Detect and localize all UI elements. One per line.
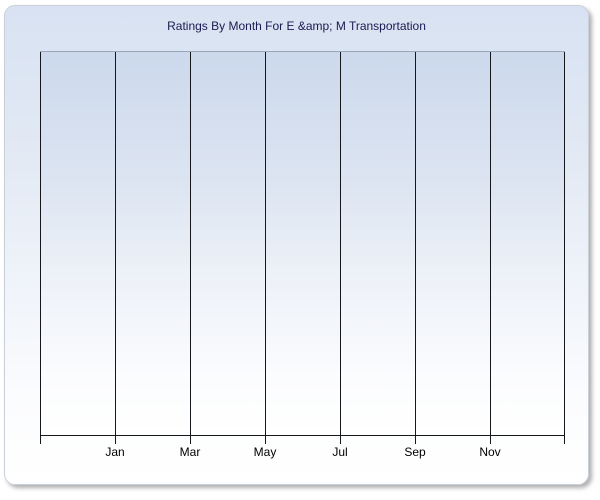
x-axis-tick [564, 435, 565, 444]
x-axis-label: Mar [179, 445, 201, 459]
x-axis-label: Sep [404, 445, 426, 459]
gridline [564, 52, 565, 435]
x-axis-tick [340, 435, 341, 444]
gridline [340, 52, 341, 435]
x-axis-label: Jul [332, 445, 348, 459]
x-axis-label: Nov [479, 445, 501, 459]
x-axis-tick [415, 435, 416, 444]
gridline [40, 52, 41, 435]
gridline [490, 52, 491, 435]
gridline [190, 52, 191, 435]
x-axis-label: May [253, 445, 277, 459]
gridline [265, 52, 266, 435]
x-axis-tick [115, 435, 116, 444]
gridline [115, 52, 116, 435]
x-axis-tick [265, 435, 266, 444]
chart-widget: Ratings By Month For E &amp; M Transport… [4, 5, 589, 485]
x-axis-label: Jan [105, 445, 125, 459]
plot-area: Jan Mar May Jul Sep Nov [40, 51, 565, 459]
gridline [415, 52, 416, 435]
chart-title: Ratings By Month For E &amp; M Transport… [167, 19, 426, 33]
x-axis-tick [190, 435, 191, 444]
x-axis-tick [490, 435, 491, 444]
x-axis-tick [40, 435, 41, 444]
